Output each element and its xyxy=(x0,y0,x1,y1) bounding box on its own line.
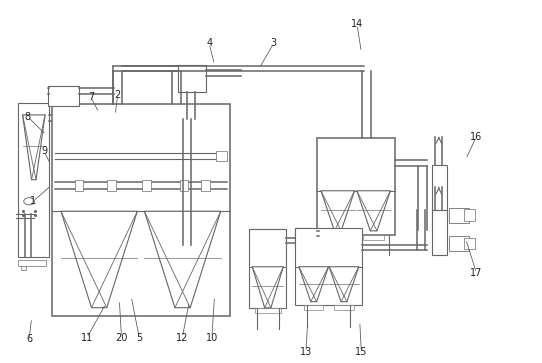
Text: 13: 13 xyxy=(300,347,312,357)
Bar xyxy=(249,229,286,308)
Text: 17: 17 xyxy=(470,268,482,278)
Text: 14: 14 xyxy=(351,19,363,29)
Bar xyxy=(363,234,384,240)
Bar xyxy=(334,305,353,310)
Polygon shape xyxy=(299,267,328,302)
Text: 6: 6 xyxy=(26,334,32,344)
Text: 1: 1 xyxy=(30,196,36,206)
Bar xyxy=(317,138,395,235)
Bar xyxy=(179,180,188,191)
Bar xyxy=(449,236,469,251)
Bar xyxy=(433,210,447,255)
Text: 7: 7 xyxy=(88,92,94,102)
Bar xyxy=(178,65,206,92)
Polygon shape xyxy=(321,191,354,231)
Bar xyxy=(48,86,79,106)
Polygon shape xyxy=(23,115,45,180)
Bar xyxy=(107,180,115,191)
Bar xyxy=(253,229,282,259)
Bar xyxy=(18,260,46,266)
Text: 15: 15 xyxy=(355,347,367,357)
Polygon shape xyxy=(252,267,283,308)
Bar xyxy=(449,208,469,223)
Polygon shape xyxy=(144,211,221,308)
Text: 16: 16 xyxy=(470,132,482,142)
Bar xyxy=(21,266,26,270)
Text: 20: 20 xyxy=(115,333,128,343)
Bar xyxy=(142,180,151,191)
Bar xyxy=(433,166,447,228)
Polygon shape xyxy=(357,191,390,231)
Bar xyxy=(216,151,227,161)
Text: 2: 2 xyxy=(114,90,121,101)
Text: 12: 12 xyxy=(176,333,189,343)
Text: 4: 4 xyxy=(206,38,212,48)
Text: 11: 11 xyxy=(81,333,93,343)
Text: 5: 5 xyxy=(136,333,143,343)
Text: 8: 8 xyxy=(25,112,31,122)
Bar xyxy=(52,104,230,316)
Circle shape xyxy=(24,198,35,205)
Bar xyxy=(75,180,83,191)
Polygon shape xyxy=(329,267,359,302)
Text: 10: 10 xyxy=(206,333,218,343)
Text: 9: 9 xyxy=(41,146,47,156)
Bar xyxy=(201,180,210,191)
Polygon shape xyxy=(61,211,137,308)
Bar xyxy=(18,103,49,257)
Bar xyxy=(295,228,319,245)
Bar xyxy=(463,238,475,249)
Bar xyxy=(463,209,475,221)
Bar xyxy=(295,228,363,305)
Bar xyxy=(304,305,324,310)
Bar xyxy=(327,234,349,240)
Bar xyxy=(255,308,281,313)
Text: 3: 3 xyxy=(270,38,277,48)
